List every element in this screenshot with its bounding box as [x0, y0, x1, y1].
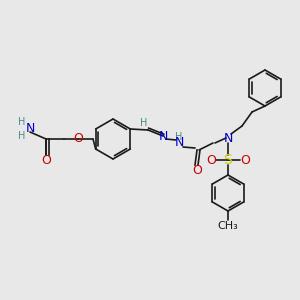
Text: CH₃: CH₃: [218, 221, 239, 231]
Text: N: N: [25, 122, 35, 136]
Text: H: H: [18, 117, 26, 127]
Text: O: O: [206, 154, 216, 166]
Text: H: H: [175, 132, 183, 142]
Text: O: O: [192, 164, 202, 176]
Text: H: H: [18, 131, 26, 141]
Text: N: N: [158, 130, 168, 142]
Text: H: H: [140, 118, 148, 128]
Text: O: O: [73, 133, 83, 146]
Text: N: N: [223, 131, 233, 145]
Text: S: S: [224, 153, 232, 167]
Text: N: N: [174, 136, 184, 149]
Text: O: O: [41, 154, 51, 167]
Text: O: O: [240, 154, 250, 166]
